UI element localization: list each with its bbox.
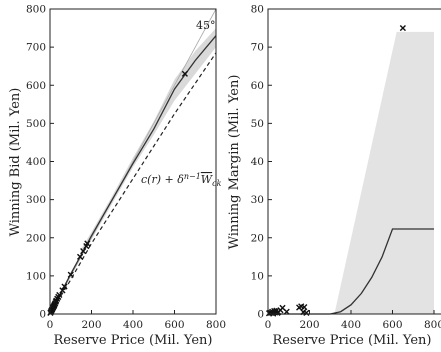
data-point-marker: [181, 70, 188, 77]
y-tick-label: 70: [251, 42, 264, 54]
x-tick-label: 200: [81, 319, 101, 331]
right-y-ticks: 0 10 20 30 40 50 60 70 80: [251, 4, 272, 321]
y-tick-label: 50: [251, 118, 264, 130]
x-tick-label: 400: [341, 319, 361, 331]
y-tick-label: 100: [26, 270, 46, 282]
right-lines: [268, 228, 434, 315]
x-tick-label: 600: [382, 319, 402, 331]
y-tick-label: 300: [26, 194, 46, 206]
data-point-marker: [59, 287, 66, 294]
x-tick-label: 0: [47, 319, 54, 331]
data-point-marker: [56, 291, 63, 299]
y-tick-label: 30: [251, 194, 264, 206]
diagonal-45-line: [49, 8, 217, 315]
y-tick-label: 80: [251, 4, 264, 16]
y-tick-label: 20: [251, 232, 264, 244]
data-point-marker: [301, 304, 308, 311]
left-plot: 0 200 400 600 800 0100200300400500600700800 …: [8, 4, 226, 349]
x-tick-label: 0: [265, 319, 272, 331]
data-point-marker: [61, 283, 68, 290]
right-confidence-band: [268, 31, 434, 314]
data-point-marker: [76, 253, 84, 260]
left-confidence-band: [81, 28, 216, 257]
data-point-marker: [67, 271, 74, 278]
y-tick-label: 500: [26, 118, 46, 130]
y-tick-label: 40: [251, 156, 264, 168]
x-tick-label: 800: [206, 319, 226, 331]
x-tick-label: 400: [123, 319, 143, 331]
x-tick-label: 600: [164, 319, 184, 331]
x-tick-label: 200: [299, 319, 319, 331]
y-tick-label: 700: [26, 42, 46, 54]
confidence-band: [268, 31, 434, 314]
left-y-ticks: 0 100 200 300 400 500 600 700 800: [26, 4, 54, 321]
data-point-marker: [303, 309, 310, 316]
left-x-axis-label: Reserve Price (Mil. Yen): [53, 333, 212, 348]
data-point-marker: [84, 240, 91, 247]
diagonal-annotation: 45°: [196, 19, 216, 32]
y-tick-label: 600: [26, 80, 46, 92]
estimate-line: [49, 35, 217, 315]
right-x-axis-label: Reserve Price (Mil. Yen): [272, 333, 431, 348]
bound-annotation: c(r) + δn−1Wck: [141, 172, 222, 188]
y-tick-label: 0: [39, 309, 46, 321]
left-x-ticks: 0 200 400 600 800: [47, 310, 226, 331]
data-point-marker: [399, 24, 406, 32]
y-tick-label: 60: [251, 80, 264, 92]
y-tick-label: 800: [26, 4, 46, 16]
confidence-band: [81, 28, 216, 257]
y-tick-label: 400: [26, 156, 46, 168]
data-point-marker: [283, 308, 290, 315]
data-point-marker: [80, 247, 87, 255]
y-tick-label: 200: [26, 232, 46, 244]
lower-bound-line: [49, 52, 217, 315]
y-tick-label: 0: [257, 309, 264, 321]
right-plot: 0 200 400 600 800 0 10 20 30 40 50 60 70 80 Reserve …: [227, 4, 441, 348]
left-lines: [49, 8, 217, 315]
left-y-axis-label: Winning Bid (Mil. Yen): [8, 88, 23, 237]
estimate-line: [268, 228, 434, 315]
x-tick-label: 800: [424, 319, 441, 331]
right-x-ticks: 0 200 400 600 800: [265, 310, 441, 331]
right-y-axis-label: Winning Margin (Mil. Yen): [227, 75, 242, 250]
y-tick-label: 10: [251, 270, 264, 282]
